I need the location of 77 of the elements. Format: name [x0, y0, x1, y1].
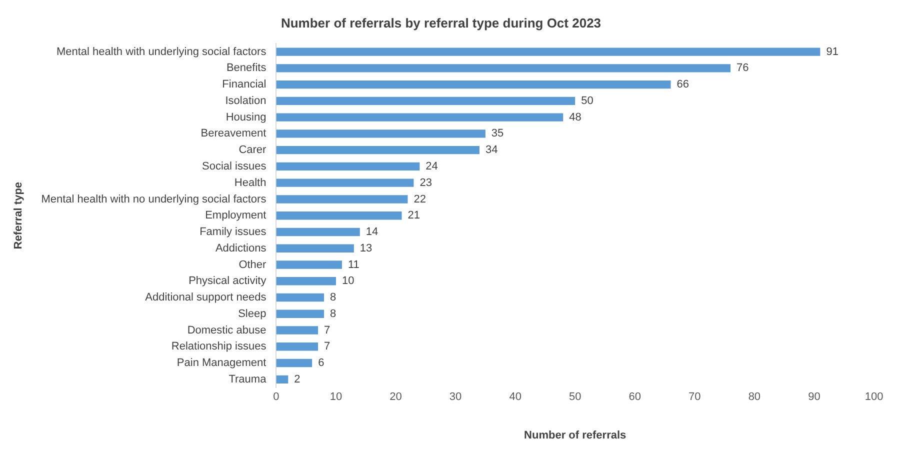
- x-tick-label: 10: [330, 391, 342, 404]
- y-tick-label: Addictions: [215, 242, 267, 254]
- y-tick-label: Mental health with underlying social factors: [56, 46, 267, 58]
- x-tick-label: 80: [748, 391, 761, 404]
- data-label: 23: [420, 176, 432, 189]
- x-tick-label: 90: [808, 391, 820, 404]
- bar: [276, 358, 312, 368]
- y-tick-label: Family issues: [200, 226, 267, 238]
- data-label: 7: [324, 340, 330, 353]
- data-label: 10: [342, 275, 354, 288]
- bar: [276, 96, 576, 106]
- x-tick-label: 50: [568, 391, 582, 404]
- y-tick-label: Relationship issues: [171, 340, 267, 353]
- y-tick-label: Benefits: [226, 62, 267, 74]
- bar: [276, 162, 420, 171]
- bar: [276, 310, 324, 318]
- y-tick-label: Additional support needs: [145, 292, 267, 304]
- data-label: 76: [736, 62, 749, 74]
- y-tick-label: Social issues: [202, 160, 267, 172]
- x-tick-label: 40: [509, 391, 522, 404]
- data-label: 22: [414, 193, 426, 206]
- data-label: 11: [348, 258, 360, 271]
- bar: [276, 80, 671, 89]
- data-label: 21: [408, 210, 420, 222]
- y-tick-label: Isolation: [225, 94, 266, 107]
- bar: [276, 64, 731, 72]
- data-label: 6: [318, 357, 324, 370]
- data-label: 2: [294, 373, 300, 386]
- data-label: 14: [366, 226, 378, 238]
- bar: [276, 260, 342, 269]
- bar: [276, 326, 318, 334]
- data-label: 8: [330, 308, 336, 320]
- data-label: 24: [426, 160, 438, 172]
- x-tick-label: 60: [628, 391, 642, 404]
- y-tick-label: Mental health with no underlying social factors: [41, 193, 267, 206]
- data-label: 48: [569, 111, 582, 124]
- bar: [276, 113, 564, 122]
- bar: [276, 244, 354, 252]
- y-tick-label: Trauma: [228, 373, 268, 386]
- bar: [276, 178, 414, 187]
- data-label: 66: [676, 78, 689, 91]
- y-tick-label: Pain Management: [176, 357, 266, 370]
- bar: [276, 228, 360, 236]
- bar: [276, 375, 288, 384]
- x-axis-title: Number of referrals: [524, 429, 626, 442]
- x-tick-label: 0: [273, 391, 280, 404]
- y-tick-label: Sleep: [238, 308, 266, 320]
- bar: [276, 212, 402, 220]
- y-tick-label: Bereavement: [200, 128, 266, 140]
- data-label: 91: [826, 46, 838, 58]
- y-tick-label: Health: [234, 176, 266, 189]
- y-tick-label: Housing: [226, 111, 266, 124]
- y-tick-label: Other: [238, 258, 267, 271]
- bar: [276, 48, 820, 56]
- data-label: 50: [581, 94, 594, 107]
- data-label: 35: [491, 128, 504, 140]
- chart-title: Number of referrals by referral type during Oct 2023: [280, 15, 602, 30]
- bar: [276, 342, 318, 351]
- bar: [276, 195, 408, 204]
- x-tick-label: 30: [449, 391, 462, 404]
- bar: [276, 293, 324, 302]
- y-tick-label: Domestic abuse: [187, 324, 266, 336]
- bar: [276, 146, 480, 154]
- x-tick-label: 20: [390, 391, 402, 404]
- x-tick-label: 100: [864, 391, 884, 404]
- data-label: 13: [360, 242, 372, 254]
- bar: [276, 277, 336, 286]
- y-axis-title: Referral type: [12, 182, 25, 250]
- y-tick-label: Financial: [222, 78, 266, 91]
- data-label: 7: [324, 324, 330, 336]
- data-label: 34: [485, 144, 498, 156]
- y-tick-label: Employment: [205, 210, 266, 222]
- y-tick-label: Carer: [238, 144, 267, 156]
- bar: [276, 130, 486, 138]
- y-tick-label: Physical activity: [188, 275, 267, 288]
- x-tick-label: 70: [688, 391, 701, 404]
- data-label: 8: [330, 292, 336, 304]
